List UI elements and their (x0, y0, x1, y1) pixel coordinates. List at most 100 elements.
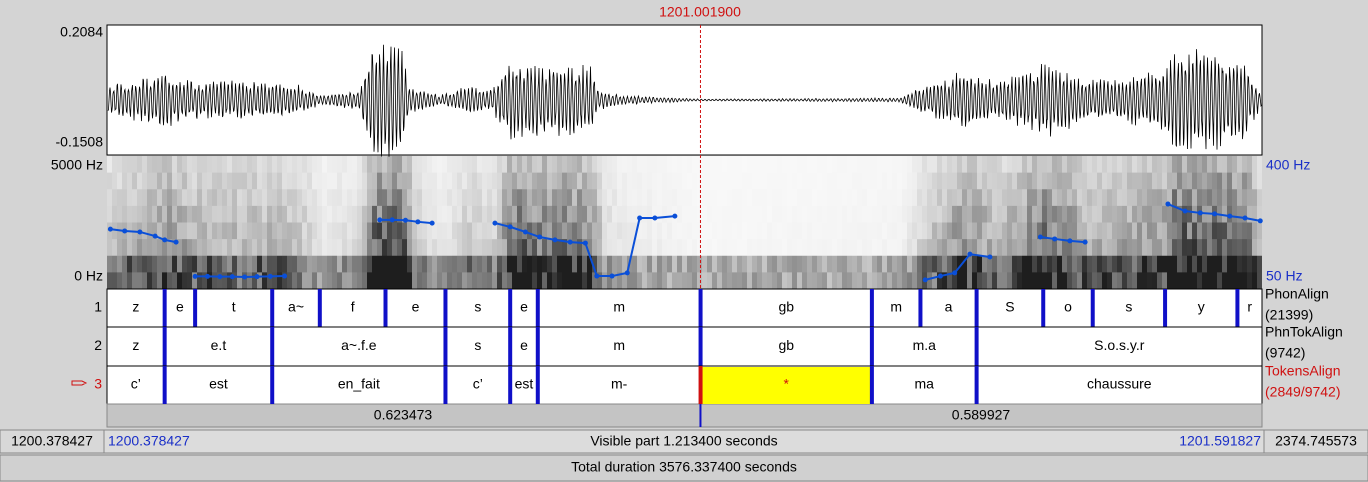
spectrogram-cell (177, 172, 182, 190)
spectrogram-cell (432, 189, 437, 207)
spectrogram-cell (1082, 272, 1087, 290)
spectrogram-cell (1247, 172, 1252, 190)
interval-label[interactable]: f (351, 299, 355, 315)
interval-label[interactable]: gb (778, 299, 794, 315)
spectrogram-cell (1062, 172, 1067, 190)
spectrogram-cell (387, 239, 392, 257)
interval-label[interactable]: z (132, 299, 139, 315)
right-button[interactable] (1263, 429, 1368, 454)
spectrogram-cell (857, 255, 862, 273)
interval-label[interactable]: S.o.s.y.r (1094, 337, 1145, 353)
pitch-point (952, 270, 958, 276)
spectrogram-cell (897, 272, 902, 290)
interval-label[interactable]: chaussure (1087, 376, 1152, 392)
spectrogram-cell (177, 205, 182, 223)
spectrogram-cell (687, 272, 692, 290)
interval-label[interactable]: en_fait (338, 376, 380, 392)
interval-label[interactable]: s (1125, 299, 1132, 315)
spectrogram-cell (1052, 255, 1057, 273)
spectrogram-cell (862, 239, 867, 257)
spectrogram-cell (847, 255, 852, 273)
total-bar[interactable] (0, 454, 1368, 482)
interval-label[interactable]: ma (915, 376, 935, 392)
interval-label[interactable]: s (474, 337, 481, 353)
interval-label[interactable]: z (132, 337, 139, 353)
interval-label[interactable]: a~ (288, 299, 304, 315)
spectrogram-cell (147, 189, 152, 207)
spectrogram-cell (452, 205, 457, 223)
interval-label[interactable]: * (784, 376, 790, 392)
selection-bar[interactable] (106, 403, 1263, 428)
interval-label[interactable]: m (890, 299, 902, 315)
interval-label[interactable]: m (613, 337, 625, 353)
spectrogram-cell (782, 156, 787, 174)
interval-label[interactable]: m.a (913, 337, 937, 353)
interval-label[interactable]: m- (611, 376, 628, 392)
interval-label[interactable]: y (1198, 299, 1205, 315)
spectrogram-cell (552, 172, 557, 190)
interval-label[interactable]: o (1064, 299, 1072, 315)
spectrogram-cell (652, 255, 657, 273)
spectrogram-cell (847, 239, 852, 257)
spectrogram-cell (297, 189, 302, 207)
spectrogram-cell (282, 222, 287, 240)
spectrogram-cell (1052, 205, 1057, 223)
spectrogram-cell (1132, 172, 1137, 190)
spectrogram-cell (1082, 172, 1087, 190)
spectrogram-cell (767, 239, 772, 257)
spectrogram-cell (1082, 222, 1087, 240)
interval-label[interactable]: gb (778, 337, 794, 353)
spectrogram-cell (872, 205, 877, 223)
spectrogram-cell (422, 239, 427, 257)
interval-label[interactable]: est (515, 376, 534, 392)
spectrogram-cell (532, 272, 537, 290)
interval-label[interactable]: e (176, 299, 184, 315)
spectrogram-cell (172, 239, 177, 257)
interval-label[interactable]: c’ (131, 376, 141, 392)
spectrogram-cell (1137, 172, 1142, 190)
spectrogram-cell (937, 189, 942, 207)
interval-label[interactable]: m (613, 299, 625, 315)
spectrogram-cell (817, 272, 822, 290)
interval-label[interactable]: c’ (473, 376, 483, 392)
spectrogram-cell (852, 272, 857, 290)
interval-label[interactable]: est (209, 376, 228, 392)
spectrogram-cell (727, 255, 732, 273)
spectrogram-cell (217, 205, 222, 223)
interval-label[interactable]: S (1005, 299, 1014, 315)
spectrogram-cell (472, 156, 477, 174)
interval-label[interactable]: a (945, 299, 953, 315)
spectrogram-cell (227, 156, 232, 174)
interval-label[interactable]: a~.f.e (341, 337, 377, 353)
spectrogram-cell (452, 272, 457, 290)
spectrogram-cell (842, 272, 847, 290)
interval-label[interactable]: e.t (211, 337, 227, 353)
spectrogram-cell (812, 222, 817, 240)
interval-label[interactable]: e (520, 337, 528, 353)
spectrogram-cell (142, 172, 147, 190)
spectrogram-cell (1097, 189, 1102, 207)
interval-label[interactable]: t (232, 299, 236, 315)
interval-label[interactable]: r (1247, 299, 1252, 315)
spectrogram-cell (1027, 255, 1032, 273)
spectrogram-cell (737, 272, 742, 290)
pitch-point (389, 217, 395, 223)
pitch-point (1182, 208, 1188, 214)
spectrogram-cell (222, 156, 227, 174)
interval-label[interactable]: e (412, 299, 420, 315)
spectrogram-cell (587, 222, 592, 240)
interval-label[interactable]: e (520, 299, 528, 315)
spectrogram-cell (377, 272, 382, 290)
spectrogram-cell (312, 205, 317, 223)
spectrogram-cell (1227, 156, 1232, 174)
spectrogram-max: 5000 Hz (51, 157, 103, 173)
interval-label[interactable]: s (474, 299, 481, 315)
spectrogram-cell (807, 205, 812, 223)
spectrogram-cell (817, 222, 822, 240)
spectrogram-cell (1217, 189, 1222, 207)
spectrogram-cell (197, 189, 202, 207)
spectrogram-cell (767, 205, 772, 223)
spectrogram-cell (972, 272, 977, 290)
spectrogram-cell (932, 255, 937, 273)
spectrogram-cell (187, 189, 192, 207)
